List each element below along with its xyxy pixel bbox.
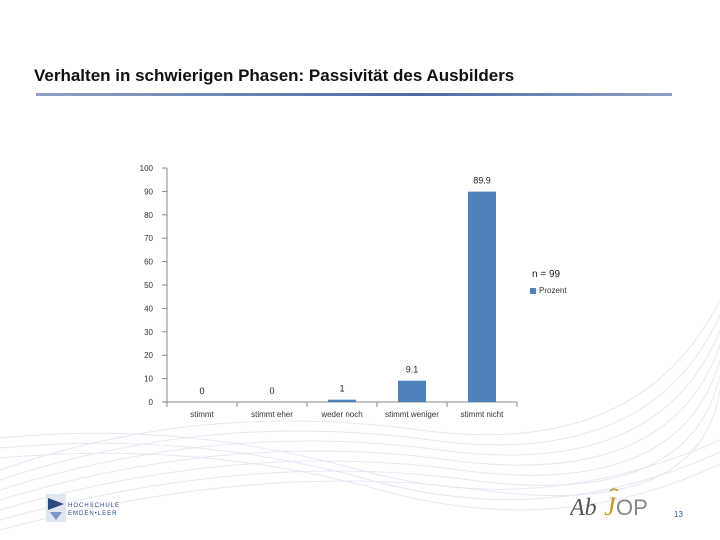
hochschule-logo-mark xyxy=(46,494,66,522)
legend-swatch xyxy=(530,287,536,294)
data-label: 0 xyxy=(269,386,274,396)
y-tick-label: 100 xyxy=(140,164,154,173)
svg-text:J: J xyxy=(604,492,617,521)
y-tick-label: 80 xyxy=(144,211,153,220)
y-tick-label: 60 xyxy=(144,258,153,267)
hochschule-logo-tagline: ... xyxy=(106,490,110,495)
title-underline xyxy=(36,93,672,96)
legend-label: Prozent xyxy=(539,286,567,295)
hochschule-logo-line1: HOCHSCHULE xyxy=(68,503,121,509)
svg-text:OP: OP xyxy=(616,495,648,520)
x-tick-label: stimmt weniger xyxy=(385,410,439,419)
y-tick-label: 20 xyxy=(144,351,153,360)
y-tick-label: 40 xyxy=(144,304,153,313)
data-label: 1 xyxy=(339,384,344,394)
y-tick-label: 70 xyxy=(144,234,153,243)
abjop-logo-graphic: Ab J OP xyxy=(568,488,648,521)
data-label: 89.9 xyxy=(473,176,491,186)
hochschule-logo: ... HOCHSCHULE EMDEN•LEER xyxy=(46,490,126,524)
x-tick-label: stimmt nicht xyxy=(461,410,504,419)
x-tick-label: stimmt xyxy=(190,410,214,419)
bar xyxy=(468,191,496,402)
x-tick-label: stimmt eher xyxy=(251,410,293,419)
svg-text:Ab: Ab xyxy=(570,495,597,521)
bar xyxy=(398,380,426,402)
bar xyxy=(328,399,356,402)
sample-size-label: n = 99 xyxy=(532,269,561,280)
page-number: 13 xyxy=(674,510,683,519)
slide-title: Verhalten in schwierigen Phasen: Passivi… xyxy=(34,66,515,85)
y-tick-label: 50 xyxy=(144,281,153,290)
legend-entry: Prozent xyxy=(530,286,567,295)
abjop-logo: Ab J OP xyxy=(568,487,662,523)
data-label: 9.1 xyxy=(406,365,419,375)
hochschule-logo-line2: EMDEN•LEER xyxy=(68,511,118,517)
y-tick-label: 90 xyxy=(144,187,153,196)
y-tick-label: 10 xyxy=(144,375,153,384)
x-tick-label: weder noch xyxy=(320,410,362,419)
y-tick-label: 30 xyxy=(144,328,153,337)
data-label: 0 xyxy=(199,386,204,396)
y-tick-label: 0 xyxy=(149,398,154,407)
